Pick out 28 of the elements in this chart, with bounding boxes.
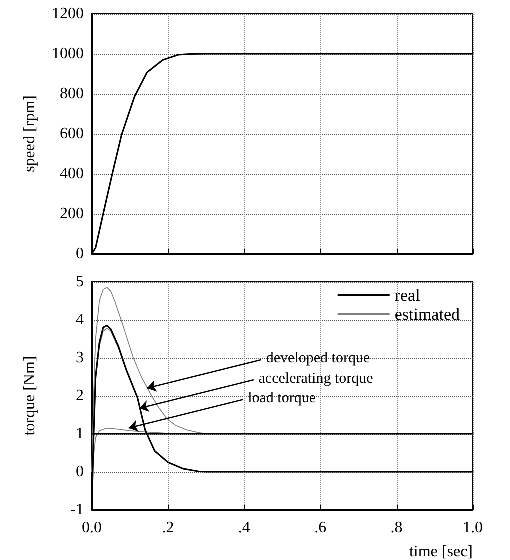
y-tick-label: 2 — [76, 388, 84, 404]
y-tick-label: 1000 — [52, 46, 84, 62]
y-tick-label: 1 — [76, 426, 84, 442]
x-tick-label: .8 — [390, 520, 403, 536]
y-tick-label: -1 — [70, 502, 84, 518]
annotation: load torque — [248, 390, 316, 407]
x-axis-title: time [sec] — [409, 544, 473, 560]
x-tick-label: 0.0 — [82, 520, 102, 536]
y-tick-label: 200 — [60, 206, 84, 222]
legend-label: real — [394, 286, 421, 305]
y-tick-label: 4 — [76, 312, 84, 328]
x-tick-label: 1.0 — [463, 520, 483, 536]
annotation: accelerating torque — [258, 370, 374, 387]
y-tick-label: 0 — [76, 246, 84, 262]
y-tick-label: 1200 — [52, 6, 84, 22]
y-tick-label: 3 — [76, 350, 84, 366]
x-tick-label: .2 — [162, 520, 174, 536]
y-tick-label: 600 — [60, 126, 84, 142]
x-tick-label: .4 — [238, 520, 250, 536]
y-axis-title: speed [rpm] — [22, 96, 38, 172]
y-axis-title: torque [Nm] — [22, 356, 38, 436]
y-tick-label: 5 — [76, 274, 84, 290]
y-tick-label: 400 — [60, 166, 84, 182]
legend-label: estimated — [394, 305, 460, 324]
x-tick-label: .6 — [314, 520, 327, 536]
y-tick-label: 800 — [60, 86, 84, 102]
annotation: developed torque — [266, 350, 370, 367]
y-tick-label: 0 — [76, 464, 84, 480]
